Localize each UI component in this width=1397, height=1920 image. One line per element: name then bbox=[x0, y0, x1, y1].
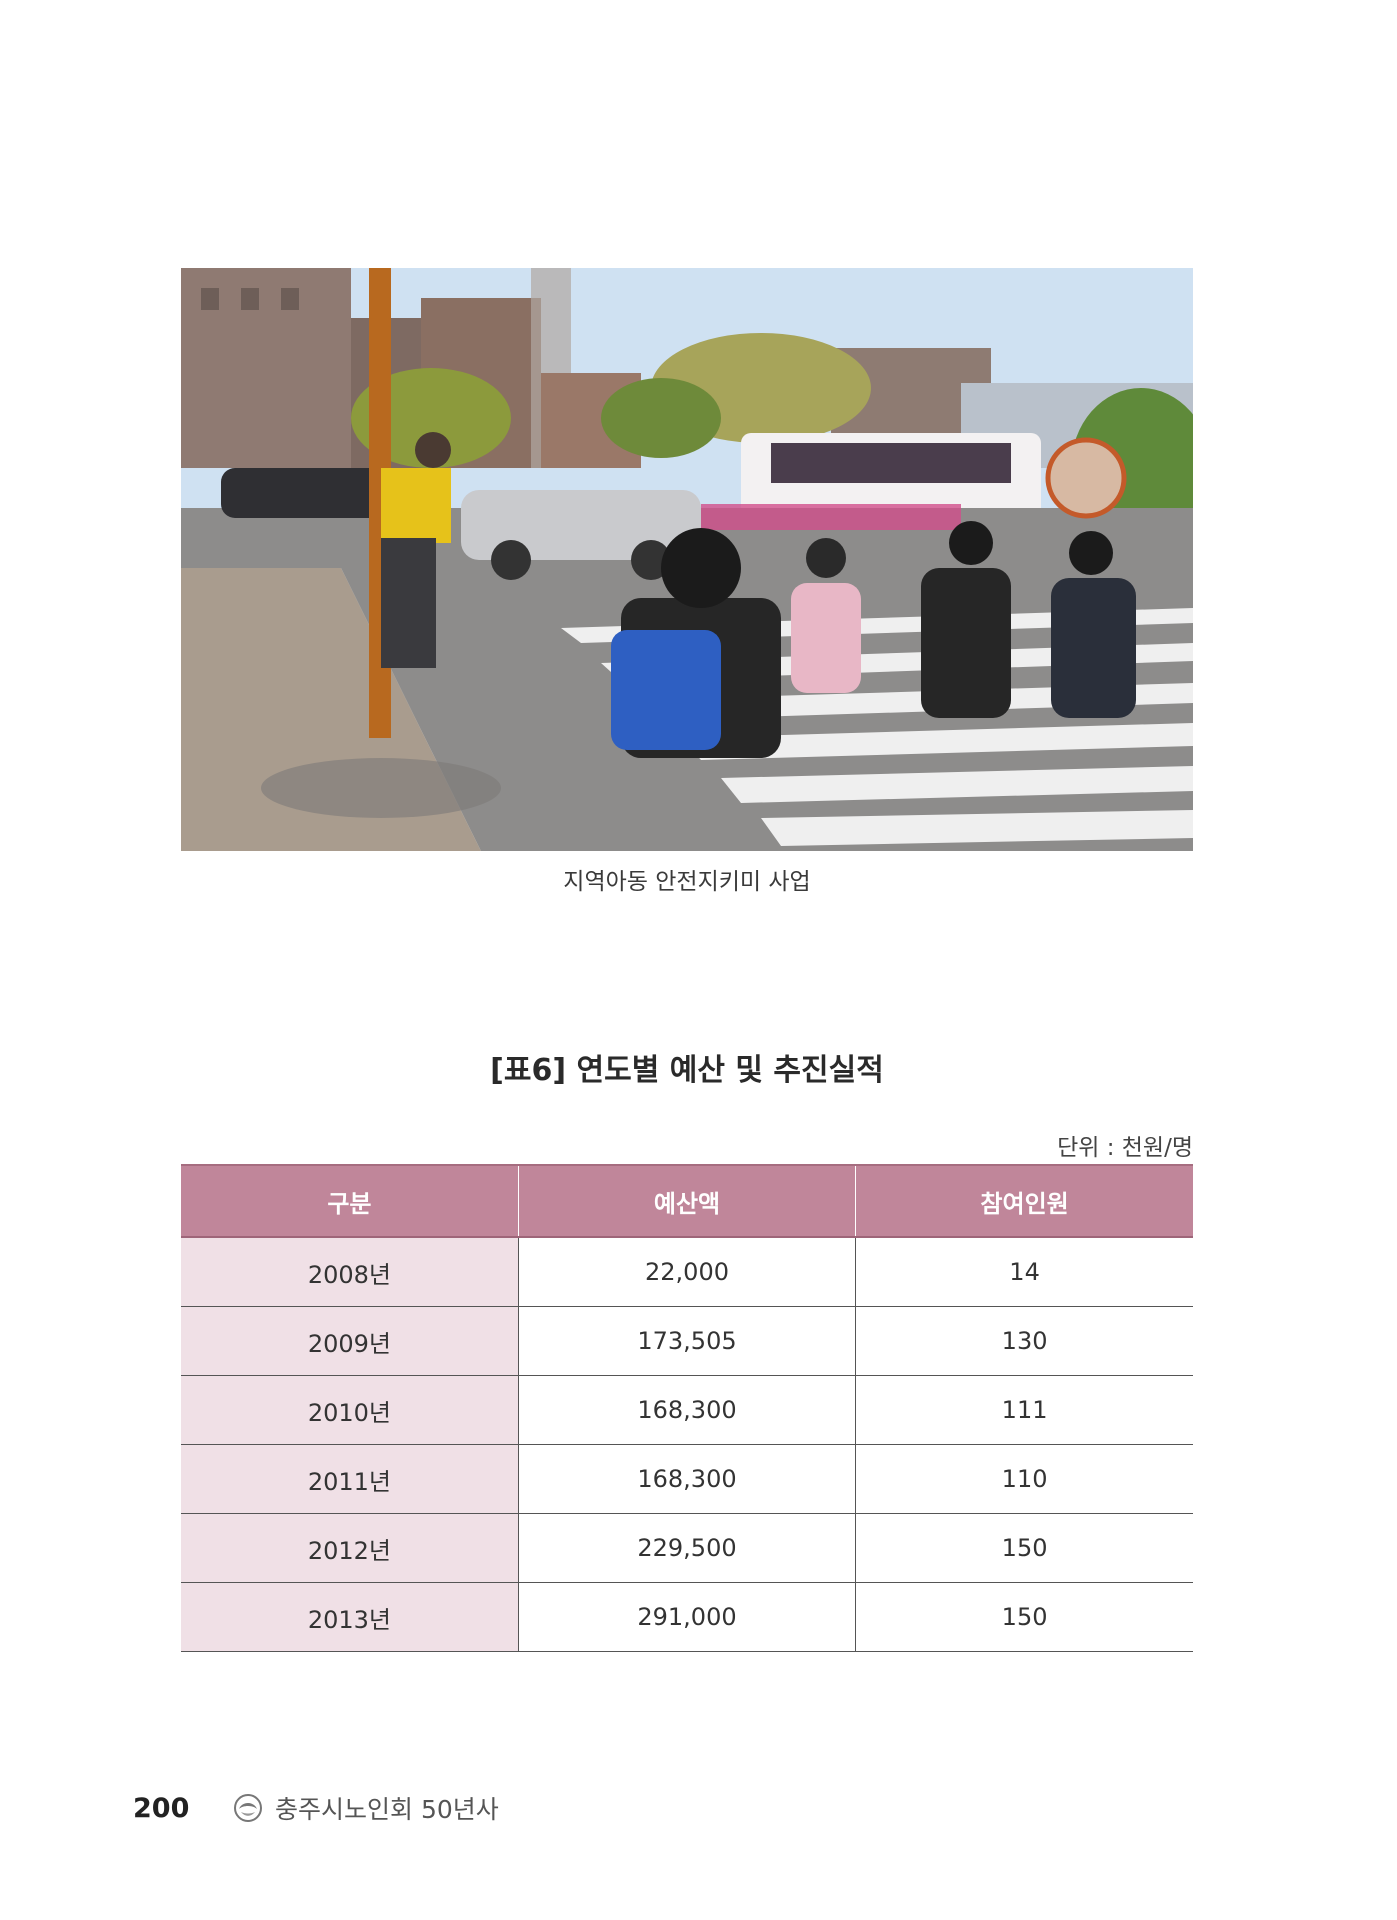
cell-participants: 111 bbox=[855, 1375, 1193, 1445]
cell-participants: 150 bbox=[855, 1582, 1193, 1652]
cell-year: 2008년 bbox=[181, 1237, 519, 1307]
table-header-row: 구분 예산액 참여인원 bbox=[181, 1164, 1193, 1238]
table-row: 2012년 229,500 150 bbox=[181, 1513, 1193, 1583]
book-title: 충주시노인회 50년사 bbox=[275, 1795, 499, 1824]
header-budget: 예산액 bbox=[517, 1164, 857, 1238]
photo-caption: 지역아동 안전지키미 사업 bbox=[563, 869, 811, 895]
cell-budget: 22,000 bbox=[517, 1237, 856, 1307]
table-title: [표6] 연도별 예산 및 추진실적 bbox=[490, 1053, 884, 1088]
cell-budget: 168,300 bbox=[517, 1444, 856, 1514]
cell-year: 2012년 bbox=[181, 1513, 519, 1583]
cell-participants: 130 bbox=[855, 1306, 1193, 1376]
cell-budget: 229,500 bbox=[517, 1513, 856, 1583]
cell-budget: 168,300 bbox=[517, 1375, 856, 1445]
unit-note: 단위 : 천원/명 bbox=[1057, 1135, 1193, 1161]
cell-participants: 14 bbox=[855, 1237, 1193, 1307]
cell-budget: 173,505 bbox=[517, 1306, 856, 1376]
emblem-icon bbox=[234, 1794, 262, 1822]
cell-year: 2013년 bbox=[181, 1582, 519, 1652]
table-row: 2011년 168,300 110 bbox=[181, 1444, 1193, 1514]
table-row: 2009년 173,505 130 bbox=[181, 1306, 1193, 1376]
cell-year: 2009년 bbox=[181, 1306, 519, 1376]
cell-participants: 150 bbox=[855, 1513, 1193, 1583]
header-category: 구분 bbox=[181, 1164, 519, 1238]
header-participants: 참여인원 bbox=[855, 1164, 1193, 1238]
cell-year: 2011년 bbox=[181, 1444, 519, 1514]
cell-participants: 110 bbox=[855, 1444, 1193, 1514]
crosswalk-photo bbox=[181, 268, 1193, 851]
cell-year: 2010년 bbox=[181, 1375, 519, 1445]
table-row: 2008년 22,000 14 bbox=[181, 1237, 1193, 1307]
page-number: 200 bbox=[133, 1792, 190, 1824]
budget-table: 구분 예산액 참여인원 2008년 22,000 14 2009년 173,50… bbox=[181, 1164, 1193, 1652]
page-footer: 200 충주시노인회 50년사 bbox=[133, 1790, 499, 1826]
table-row: 2013년 291,000 150 bbox=[181, 1582, 1193, 1652]
table-row: 2010년 168,300 111 bbox=[181, 1375, 1193, 1445]
cell-budget: 291,000 bbox=[517, 1582, 856, 1652]
